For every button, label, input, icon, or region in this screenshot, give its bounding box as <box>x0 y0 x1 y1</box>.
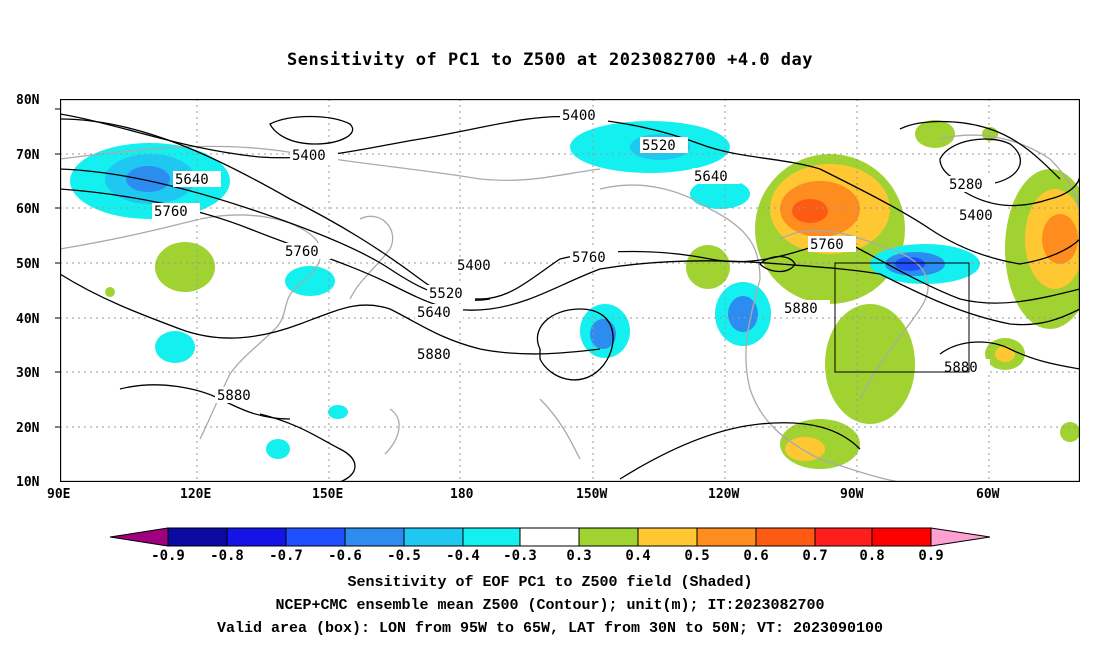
colorbar-bin <box>637 527 698 547</box>
colorbar-label: -0.6 <box>328 548 362 564</box>
contour-label: 5880 <box>217 388 251 404</box>
contour-label: 5760 <box>285 244 319 260</box>
contour-label: 5880 <box>944 360 978 376</box>
lon-label: 150E <box>312 487 343 502</box>
contour-label: 5400 <box>562 108 596 124</box>
lat-label: 80N <box>16 93 40 108</box>
z500-contours <box>59 113 1081 483</box>
lat-label: 20N <box>16 421 40 436</box>
colorbar-label: -0.3 <box>503 548 537 564</box>
valid-area-box <box>834 262 970 373</box>
lat-label: 10N <box>16 475 40 490</box>
lon-label: 180 <box>450 487 474 502</box>
contour-label: 5640 <box>694 169 728 185</box>
lat-label: 60N <box>16 202 40 217</box>
lat-label: 40N <box>16 312 40 327</box>
colorbar-bin <box>167 527 228 547</box>
colorbar-label: -0.7 <box>269 548 303 564</box>
lon-label: 150W <box>576 487 607 502</box>
contour-label: 5400 <box>292 148 326 164</box>
colorbar-bin <box>814 527 873 547</box>
colorbar-label: 0.6 <box>743 548 768 564</box>
colorbar-bin <box>578 527 639 547</box>
colorbar-bin <box>403 527 464 547</box>
contour-label: 5760 <box>154 204 188 220</box>
lat-label: 30N <box>16 366 40 381</box>
coastlines <box>59 134 1081 483</box>
colorbar-label: -0.5 <box>387 548 421 564</box>
colorbar-bin <box>226 527 287 547</box>
contour-label: 5880 <box>417 347 451 363</box>
colorbar-label: 0.5 <box>684 548 709 564</box>
colorbar-bin <box>519 527 580 547</box>
pos-blob-east-us <box>825 304 915 424</box>
colorbar-label: 0.3 <box>566 548 591 564</box>
colorbar-label: 0.8 <box>859 548 884 564</box>
map-svg: 5400 5400 5520 5640 5760 5640 5760 5400 … <box>59 98 1095 483</box>
contour-label: 5880 <box>784 301 818 317</box>
pos-blob-canada <box>686 245 730 289</box>
colorbar-right-arrow <box>930 527 991 547</box>
colorbar-bin <box>871 527 932 547</box>
lon-label: 120E <box>180 487 211 502</box>
contour-label: 5640 <box>417 305 451 321</box>
colorbar-label: -0.8 <box>210 548 244 564</box>
map-frame <box>59 98 1081 483</box>
caption-line-1: Sensitivity of EOF PC1 to Z500 field (Sh… <box>347 574 753 591</box>
lat-label: 50N <box>16 257 40 272</box>
colorbar-label: -0.9 <box>151 548 185 564</box>
caption-line-3: Valid area (box): LON from 95W to 65W, L… <box>216 620 884 637</box>
lat-label: 70N <box>16 148 40 163</box>
lon-label: 90E <box>47 487 70 502</box>
lon-label: 120W <box>708 487 739 502</box>
colorbar-bin <box>285 527 346 547</box>
contour-label: 5760 <box>572 250 606 266</box>
contour-label: 5280 <box>949 177 983 193</box>
caption-line-2: NCEP+CMC ensemble mean Z500 (Contour); u… <box>275 597 825 614</box>
contour-label: 5640 <box>175 172 209 188</box>
lon-label: 60W <box>976 487 1000 502</box>
colorbar-label: 0.9 <box>918 548 943 564</box>
neg-blob-japan <box>285 266 335 296</box>
colorbar-bin <box>696 527 757 547</box>
map-panel: 5400 5400 5520 5640 5760 5640 5760 5400 … <box>59 98 1095 483</box>
contour-label: 5400 <box>959 208 993 224</box>
map-title: Sensitivity of PC1 to Z500 at 2023082700… <box>286 50 813 70</box>
contour-label: 5520 <box>429 286 463 302</box>
colorbar-label: -0.4 <box>446 548 480 564</box>
pos-blob-china <box>155 242 215 292</box>
colorbar-left-arrow <box>109 527 169 547</box>
contour-label: 5520 <box>642 138 676 154</box>
colorbar: -0.9 -0.8 -0.7 -0.6 -0.5 -0.4 -0.3 0.3 0… <box>109 527 991 564</box>
contour-label: 5400 <box>457 258 491 274</box>
colorbar-label: 0.7 <box>802 548 827 564</box>
contour-label: 5760 <box>810 237 844 253</box>
colorbar-label: 0.4 <box>625 548 650 564</box>
colorbar-bin <box>344 527 405 547</box>
lon-label: 90W <box>840 487 864 502</box>
contour-label-group: 5400 5400 5520 5640 5760 5640 5760 5400 … <box>152 107 1005 404</box>
colorbar-bin <box>755 527 816 547</box>
colorbar-bin <box>462 527 521 547</box>
